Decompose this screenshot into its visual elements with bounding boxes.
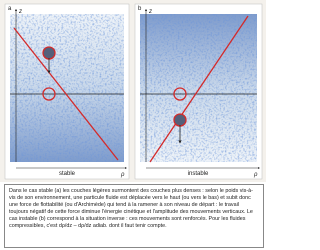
panel-b: b z ρ instable [134, 3, 263, 180]
panel-label: instable [188, 171, 209, 177]
axis-label: ρ [253, 172, 258, 178]
axis-label: z [148, 9, 152, 15]
axis-label: z [18, 9, 22, 15]
caption: Dans le cas stable (a) les couches légèr… [4, 184, 264, 248]
panel-label: stable [59, 171, 76, 177]
panel-letter: a [8, 6, 12, 12]
panel-a: a z ρ stable [4, 3, 130, 180]
page: a z ρ stable b z ρ instable Dans le cas … [0, 0, 266, 250]
figure: a z ρ stable b z ρ instable [0, 0, 266, 182]
axis-label: ρ [120, 172, 125, 178]
panel-letter: b [138, 6, 142, 12]
